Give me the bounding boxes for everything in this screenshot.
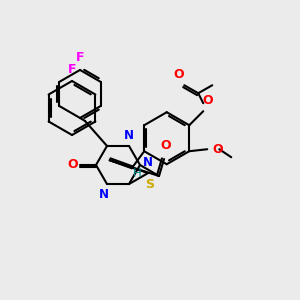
Text: S: S [146, 178, 154, 191]
Text: O: O [212, 143, 223, 156]
Text: N: N [143, 157, 153, 169]
Text: N: N [124, 129, 134, 142]
Text: O: O [68, 158, 78, 172]
Text: O: O [173, 68, 184, 81]
Text: O: O [161, 139, 171, 152]
Text: O: O [202, 94, 213, 107]
Text: F: F [68, 63, 76, 76]
Text: H: H [134, 167, 142, 180]
Text: N: N [99, 188, 109, 201]
Text: F: F [76, 51, 84, 64]
